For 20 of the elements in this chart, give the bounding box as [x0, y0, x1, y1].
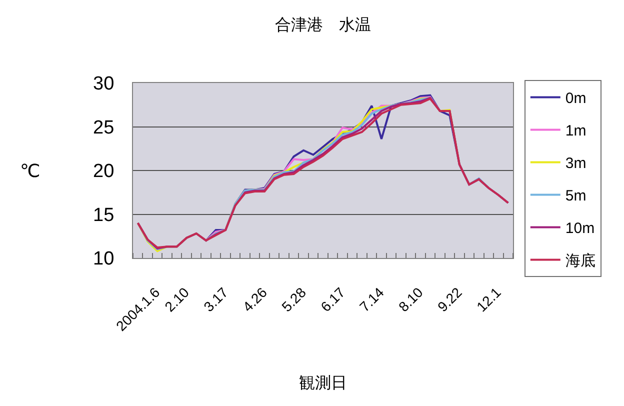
legend-label: 3m: [565, 155, 586, 172]
x-tick-label: 5.28: [278, 284, 310, 315]
x-tick-label: 9.22: [434, 284, 466, 315]
x-tick-label: 8.10: [395, 284, 426, 315]
y-tick-label: 30: [93, 74, 114, 95]
legend-label: 5m: [565, 188, 586, 205]
legend-label: 海底: [565, 252, 596, 270]
y-axis-title: ℃: [20, 161, 40, 181]
legend-label: 0m: [565, 90, 586, 108]
y-tick-label: 20: [93, 161, 114, 182]
chart-title: 合津港 水温: [275, 16, 371, 34]
y-tick-label: 10: [93, 248, 114, 270]
x-tick-label: 4.26: [239, 284, 270, 315]
legend-label: 1m: [565, 122, 586, 140]
y-tick-label: 25: [93, 117, 114, 138]
x-axis-title: 観測日: [299, 374, 347, 392]
y-tick-label: 15: [93, 204, 114, 226]
legend-label: 10m: [565, 220, 595, 238]
x-tick-label: 7.14: [356, 284, 388, 315]
x-tick-label: 12.1: [473, 284, 504, 315]
